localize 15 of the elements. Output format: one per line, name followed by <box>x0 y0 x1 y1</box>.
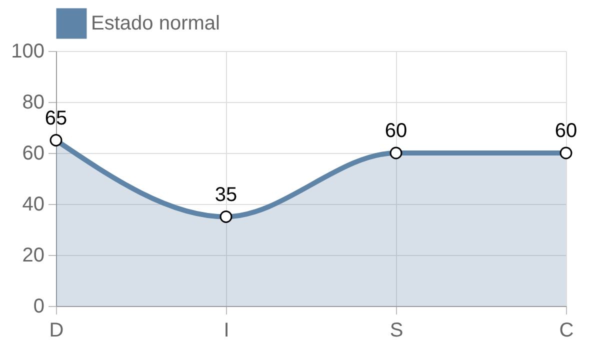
data-label: 60 <box>554 120 578 142</box>
x-tick-label: S <box>390 320 404 342</box>
data-label: 35 <box>214 184 238 206</box>
y-tick-label: 100 <box>11 40 44 62</box>
y-tick-label: 20 <box>22 244 44 266</box>
y-tick-label: 0 <box>33 296 44 318</box>
data-label: 60 <box>384 120 408 142</box>
x-tick-label: D <box>49 320 64 342</box>
data-label: 65 <box>44 107 68 130</box>
x-tick-label: I <box>224 320 230 342</box>
y-tick-label: 80 <box>22 92 44 114</box>
legend-label: Estado normal <box>91 12 220 34</box>
y-tick-label: 60 <box>22 142 44 164</box>
x-tick-label: C <box>559 320 574 342</box>
y-tick-label: 40 <box>22 194 44 216</box>
